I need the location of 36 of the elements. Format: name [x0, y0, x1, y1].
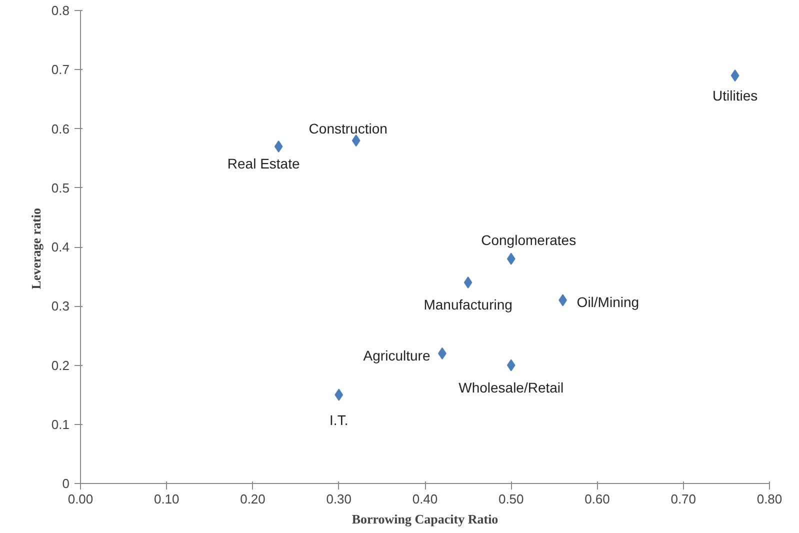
y-tick-label: 0.2	[51, 358, 70, 373]
x-axis-title: Borrowing Capacity Ratio	[352, 512, 498, 526]
annotation: Wholesale/Retail	[458, 379, 564, 396]
annotation: Construction	[308, 120, 388, 137]
y-tick-label: 0	[62, 476, 70, 491]
y-tick-label: 0.6	[51, 121, 70, 136]
y-axis-title: Leverage ratio	[28, 208, 44, 290]
annotation: Utilities	[712, 88, 758, 104]
x-tick-label: 0.20	[240, 492, 266, 506]
point	[352, 134, 360, 147]
x-tick-label: 0.70	[670, 492, 696, 506]
x-tick-label: 0.00	[68, 492, 94, 506]
point	[506, 359, 516, 372]
y-tick-label: 0.5	[51, 180, 70, 196]
point	[274, 140, 283, 152]
x-tick-label: 0.80	[756, 492, 782, 506]
y-tick-label: 0.1	[51, 416, 70, 432]
y-tick-label: 0.8	[51, 3, 70, 18]
x-tick-label: 0.10	[154, 492, 180, 506]
y-tick-label: 0.7	[51, 62, 70, 78]
x-tick-label: 0.40	[412, 492, 438, 506]
annotation: Agriculture	[363, 347, 430, 364]
point	[334, 388, 344, 401]
point	[730, 70, 740, 82]
point	[464, 276, 472, 288]
annotation: Oil/Mining	[576, 294, 640, 310]
annotation: Conglomerates	[481, 232, 576, 248]
annotation: Real Estate	[227, 155, 300, 172]
y-tick-label: 0.3	[51, 298, 70, 314]
y-tick-label: 0.4	[51, 240, 70, 254]
point	[506, 252, 516, 265]
x-tick-label: 0.60	[584, 492, 610, 506]
x-tick-label: 0.50	[498, 492, 524, 506]
annotation: Manufacturing	[424, 296, 512, 312]
x-tick-label: 0.30	[326, 492, 352, 506]
annotation: I.T.	[330, 412, 348, 428]
